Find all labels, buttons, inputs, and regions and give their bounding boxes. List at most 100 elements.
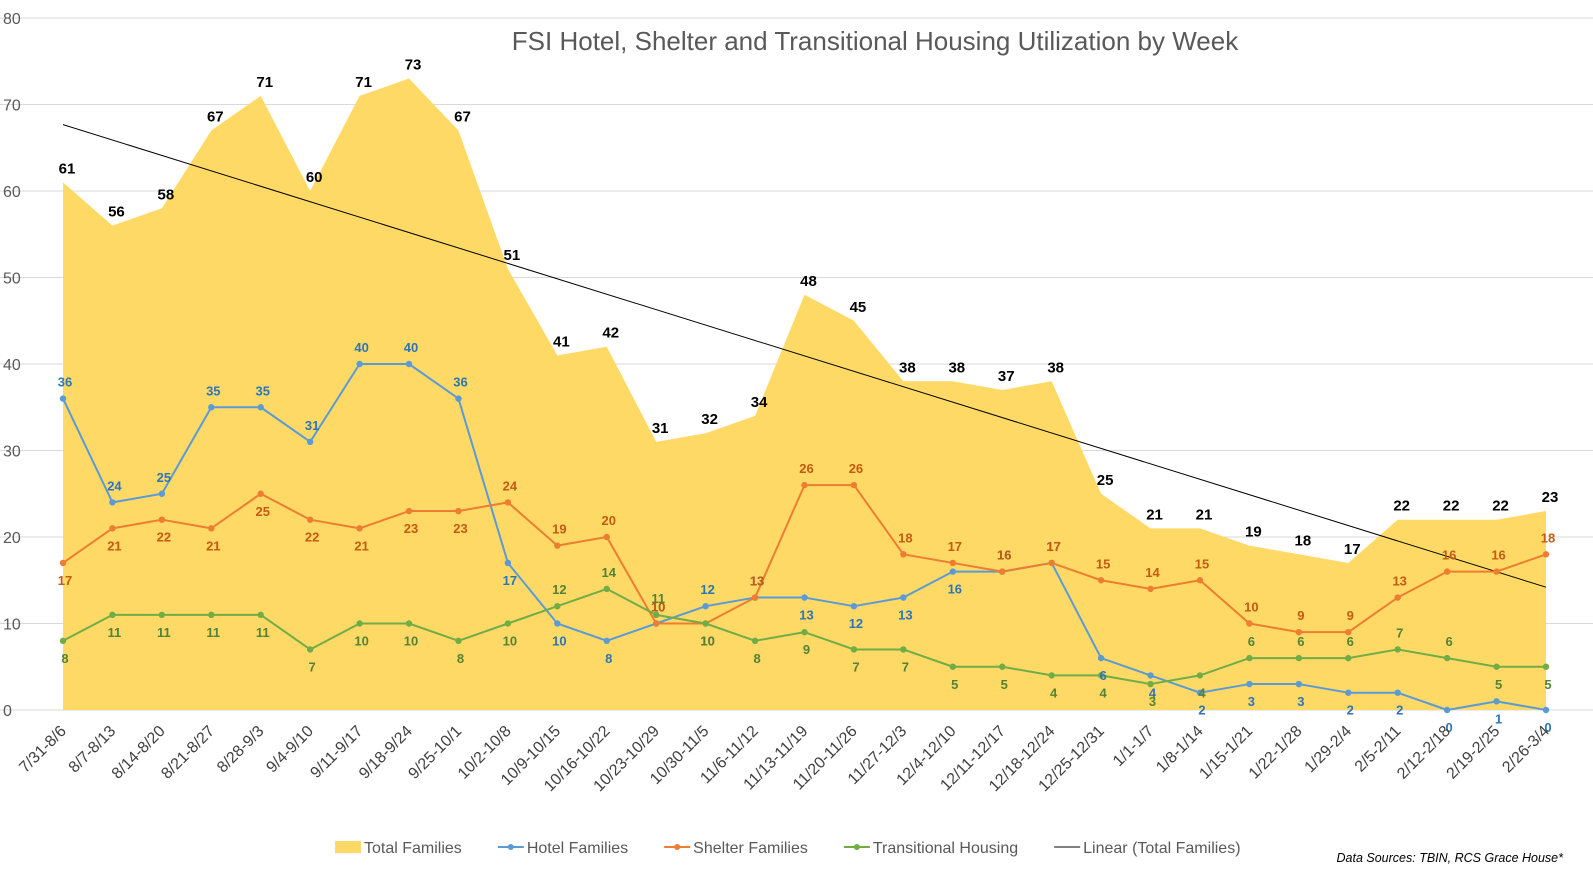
total-families-label: 61 [59,160,76,177]
total-families-label: 18 [1294,532,1311,549]
total-families-area [63,78,1546,711]
hotel-families-label: 6 [1099,668,1106,683]
y-tick-label: 40 [3,357,21,374]
shelter-families-label: 18 [1541,530,1555,545]
transitional-housing-label: 5 [1001,677,1008,692]
shelter-families-legend-label: Shelter Families [693,840,808,857]
shelter-families-point [1443,568,1451,575]
hotel-families-label: 36 [453,375,467,390]
hotel-families-point [59,395,67,402]
hotel-families-point [109,499,116,506]
shelter-families-point [1097,577,1105,584]
transitional-housing-label: 6 [1347,634,1354,649]
shelter-families-label: 14 [1145,565,1160,580]
total-families-label: 67 [454,108,471,125]
x-tick-label: 2/12-2/18 [1394,723,1454,783]
shelter-families-label: 26 [799,461,813,476]
transitional-housing-label: 6 [1446,634,1453,649]
transitional-housing-label: 5 [951,677,958,692]
total-families-label: 21 [1146,506,1163,523]
transitional-housing-label: 3 [1149,694,1156,709]
hotel-families-label: 8 [605,651,612,666]
hotel-families-legend-label: Hotel Families [527,840,628,857]
shelter-families-point [751,594,759,601]
shelter-families-label: 9 [1347,608,1354,623]
shelter-families-label: 16 [1442,548,1456,563]
transitional-housing-label: 12 [552,582,566,597]
total-families-label: 22 [1443,498,1460,515]
transitional-housing-point [603,585,610,593]
total-families-label: 48 [800,273,817,290]
hotel-families-label: 12 [849,616,863,631]
shelter-families-label: 16 [1491,548,1505,563]
transitional-housing-point [949,663,956,670]
x-tick-label: 2/26-3/4 [1499,723,1553,777]
transitional-housing-label: 4 [1198,685,1206,700]
hotel-families-label: 35 [255,383,269,398]
hotel-families-point [504,559,512,567]
shelter-families-label: 19 [552,522,566,537]
transitional-housing-point [1295,654,1303,662]
transitional-housing-point [257,611,264,619]
transitional-housing-point [306,646,314,653]
transitional-housing-point [850,646,858,653]
shelter-families-point [1542,551,1550,558]
shelter-families-point [1246,620,1253,627]
shelter-families-label: 13 [750,574,764,589]
shelter-families-label: 10 [700,634,714,649]
shelter-families-point [1345,628,1352,636]
shelter-families-label: 20 [602,513,616,528]
transitional-housing-label: 8 [457,651,464,666]
shelter-families-point [653,620,660,627]
shelter-families-point [504,499,512,506]
transitional-housing-point [1097,672,1105,679]
total-families-label: 38 [899,359,916,376]
transitional-housing-point [801,628,808,636]
hotel-families-point [801,594,808,601]
total-families-legend-swatch [335,841,361,853]
transitional-housing-label: 11 [108,625,122,640]
shelter-families-point [554,542,561,549]
hotel-families-point [603,637,610,644]
x-tick-label: 9/25-10/1 [405,723,465,783]
hotel-families-point [208,404,215,411]
shelter-families-point [306,516,314,523]
hotel-families-point [405,360,413,368]
hotel-families-point [554,620,561,627]
transitional-housing-point [702,620,709,627]
total-families-label: 71 [355,74,372,91]
y-tick-label: 50 [3,271,21,288]
transitional-housing-point [554,603,561,610]
shelter-families-label: 21 [206,538,220,553]
hotel-families-label: 17 [1046,539,1060,554]
transitional-housing-point [356,620,363,627]
transitional-housing-label: 7 [309,659,316,674]
x-tick-label: 9/18-9/24 [356,723,416,783]
total-families-label: 38 [1047,359,1064,376]
shelter-families-point [59,559,67,567]
transitional-housing-label: 11 [157,625,171,640]
shelter-families-label: 17 [1046,539,1060,554]
hotel-families-point [1295,680,1303,688]
y-tick-label: 60 [3,184,21,201]
shelter-families-label: 23 [404,521,418,536]
transitional-housing-label: 11 [651,591,665,606]
hotel-families-label: 36 [58,375,72,390]
hotel-families-label: 40 [354,340,368,355]
transitional-housing-label: 11 [256,625,270,640]
shelter-families-point [801,481,808,489]
hotel-families-point [1443,706,1451,714]
hotel-families-point [949,568,956,575]
total-families-legend-label: Total Families [364,840,462,857]
transitional-housing-label: 8 [753,651,760,666]
transitional-housing-point [59,637,67,644]
shelter-families-label: 23 [453,521,467,536]
shelter-families-point [405,507,413,515]
hotel-families-label: 16 [948,582,962,597]
total-families-label: 23 [1542,489,1559,506]
transitional-housing-point [999,663,1006,670]
hotel-families-label: 2 [1347,703,1354,718]
transitional-housing-point [900,646,907,653]
hotel-families-label: 1 [1495,711,1502,726]
